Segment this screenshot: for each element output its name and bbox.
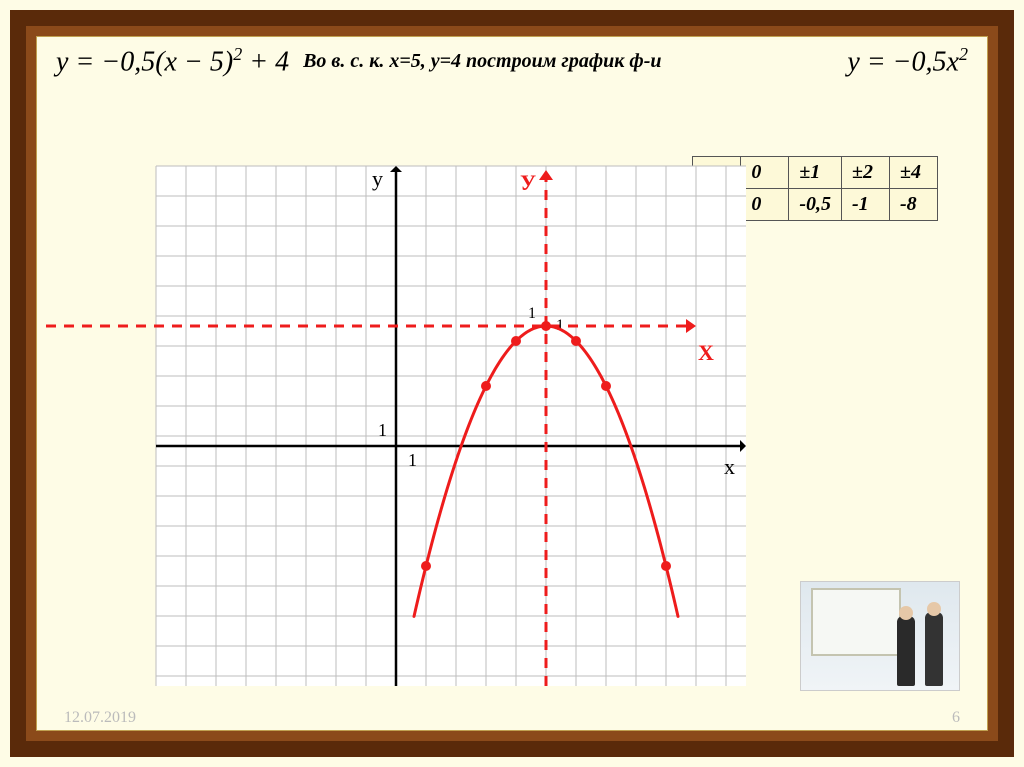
table-cell: -1 (842, 189, 890, 221)
svg-text:У: У (520, 170, 536, 195)
svg-text:1: 1 (408, 450, 417, 470)
footer-page-number: 6 (952, 709, 960, 727)
header-text: Во в. с. к. x=5, y=4 построим график ф-и (303, 50, 839, 73)
table-cell: -0,5 (789, 189, 842, 221)
table-cell: -8 (890, 189, 938, 221)
table-header-cell: ±1 (789, 157, 842, 189)
slide-frame: y = −0,5(x − 5)2 + 4 Во в. с. к. x=5, y=… (10, 10, 1014, 757)
equation-aux: y = −0,5x2 (847, 44, 968, 78)
footer-date: 12.07.2019 (64, 709, 136, 727)
table-header-cell: 0 (741, 157, 789, 189)
header-row: y = −0,5(x − 5)2 + 4 Во в. с. к. x=5, y=… (56, 44, 968, 78)
chart: yx11УХ11 (156, 166, 746, 686)
svg-text:1: 1 (378, 420, 387, 440)
svg-text:x: x (724, 454, 735, 479)
decorative-photo (800, 581, 960, 691)
table-cell: 0 (741, 189, 789, 221)
svg-text:1: 1 (528, 305, 536, 322)
svg-text:Х: Х (698, 340, 714, 365)
table-header-cell: ±2 (842, 157, 890, 189)
table-header-cell: ±4 (890, 157, 938, 189)
equation-main: y = −0,5(x − 5)2 + 4 (56, 44, 289, 78)
slide-content: y = −0,5(x − 5)2 + 4 Во в. с. к. x=5, y=… (26, 26, 998, 741)
svg-text:y: y (372, 166, 383, 191)
